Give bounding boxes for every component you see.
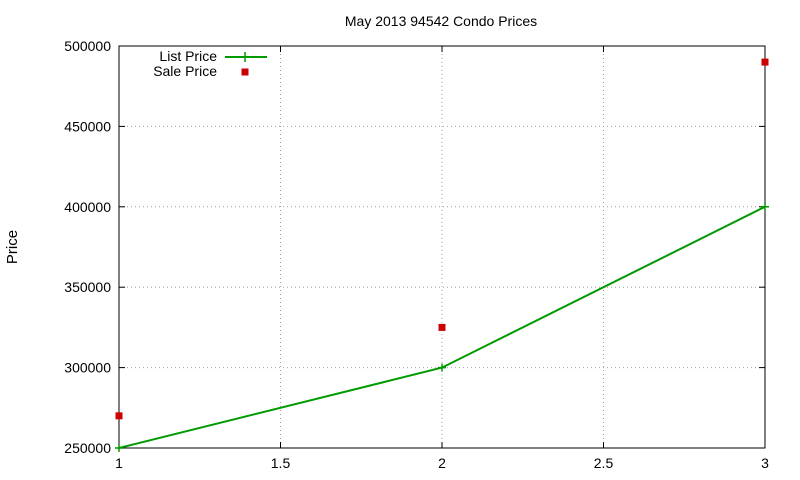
y-tick-label: 350000 <box>64 279 111 295</box>
sale-price-point <box>438 323 446 331</box>
x-tick-label: 2.5 <box>594 455 614 471</box>
y-tick-label: 250000 <box>64 440 111 456</box>
legend: List Price Sale Price <box>153 48 267 79</box>
y-tick-label: 400000 <box>64 199 111 215</box>
y-tick-label: 300000 <box>64 360 111 376</box>
x-tick-label: 1.5 <box>271 455 291 471</box>
sale-price-point <box>115 412 123 420</box>
legend-label-sale-price: Sale Price <box>153 63 217 79</box>
sale-price-point <box>761 58 769 66</box>
x-tick-label: 2 <box>438 455 446 471</box>
legend-marker-list-price <box>240 52 250 62</box>
x-tick-label: 1 <box>115 455 123 471</box>
list-price-point <box>438 363 446 372</box>
x-tick-labels: 1 1.5 2 2.5 3 <box>115 455 769 471</box>
series <box>115 58 769 452</box>
y-axis-label: Price <box>4 230 21 264</box>
list-price-point <box>115 444 123 452</box>
x-tick-label: 3 <box>761 455 769 471</box>
y-tick-label: 450000 <box>64 118 111 134</box>
list-price-point <box>761 202 769 211</box>
legend-label-list-price: List Price <box>159 48 217 64</box>
y-tick-label: 500000 <box>64 38 111 54</box>
y-tick-labels: 250000 300000 350000 400000 450000 500000 <box>64 38 111 456</box>
chart-title: May 2013 94542 Condo Prices <box>345 13 537 29</box>
grid <box>119 46 765 448</box>
legend-marker-sale-price <box>241 68 249 76</box>
